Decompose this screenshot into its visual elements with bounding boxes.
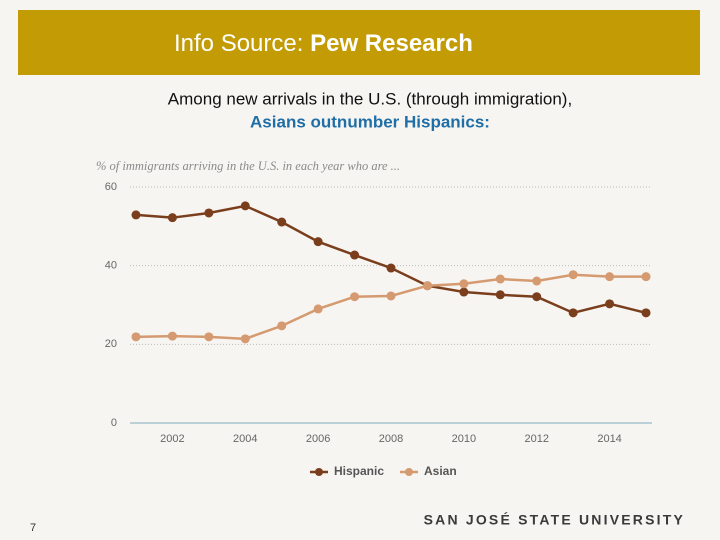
- university-name: SAN JOSÉ STATE UNIVERSITY: [424, 512, 685, 528]
- x-tick-label: 2002: [160, 433, 184, 445]
- x-tick-label: 2010: [452, 433, 476, 445]
- subtitle-emphasis: Asians outnumber Hispanics:: [250, 112, 490, 131]
- series-marker: [459, 279, 469, 289]
- series-marker: [532, 292, 542, 302]
- series-marker: [386, 291, 396, 301]
- y-tick-label: 0: [111, 417, 117, 429]
- header-title: Info Source: Pew Research: [174, 30, 473, 57]
- series-marker: [532, 276, 542, 286]
- legend-label: Asian: [424, 464, 457, 478]
- legend-marker: [405, 468, 413, 476]
- series-marker: [167, 331, 177, 341]
- series-marker: [495, 274, 505, 284]
- series-marker: [313, 237, 323, 247]
- series-marker: [131, 210, 141, 220]
- series-marker: [240, 334, 250, 344]
- series-marker: [605, 299, 615, 309]
- series-marker: [350, 292, 360, 302]
- header-emphasis: Pew Research: [310, 30, 473, 57]
- series-marker: [167, 213, 177, 223]
- series-marker: [568, 308, 578, 318]
- y-tick-label: 40: [105, 260, 117, 272]
- series-marker: [204, 208, 214, 218]
- x-tick-label: 2012: [524, 433, 548, 445]
- series-marker: [495, 290, 505, 300]
- series-marker: [568, 270, 578, 280]
- series-marker: [641, 272, 651, 282]
- y-tick-label: 60: [105, 181, 117, 193]
- header-prefix: Info Source:: [174, 30, 303, 57]
- series-marker: [350, 250, 360, 260]
- chart-title: % of immigrants arriving in the U.S. in …: [96, 159, 400, 173]
- page-number: 7: [30, 522, 36, 534]
- series-marker: [641, 308, 651, 318]
- legend-label: Hispanic: [334, 464, 384, 478]
- x-tick-label: 2004: [233, 433, 257, 445]
- series-marker: [131, 332, 141, 342]
- series-marker: [422, 281, 432, 291]
- x-tick-label: 2014: [597, 433, 621, 445]
- legend-marker: [315, 468, 323, 476]
- x-tick-label: 2008: [379, 433, 403, 445]
- subtitle-line: Among new arrivals in the U.S. (through …: [168, 89, 572, 108]
- header-bar: [18, 10, 700, 75]
- x-tick-label: 2006: [306, 433, 330, 445]
- series-marker: [313, 304, 323, 314]
- series-marker: [386, 263, 396, 273]
- series-marker: [459, 287, 469, 297]
- series-marker: [204, 332, 214, 342]
- series-marker: [240, 201, 250, 211]
- series-marker: [605, 272, 615, 282]
- y-tick-label: 20: [105, 338, 117, 350]
- series-marker: [277, 321, 287, 331]
- series-marker: [277, 217, 287, 227]
